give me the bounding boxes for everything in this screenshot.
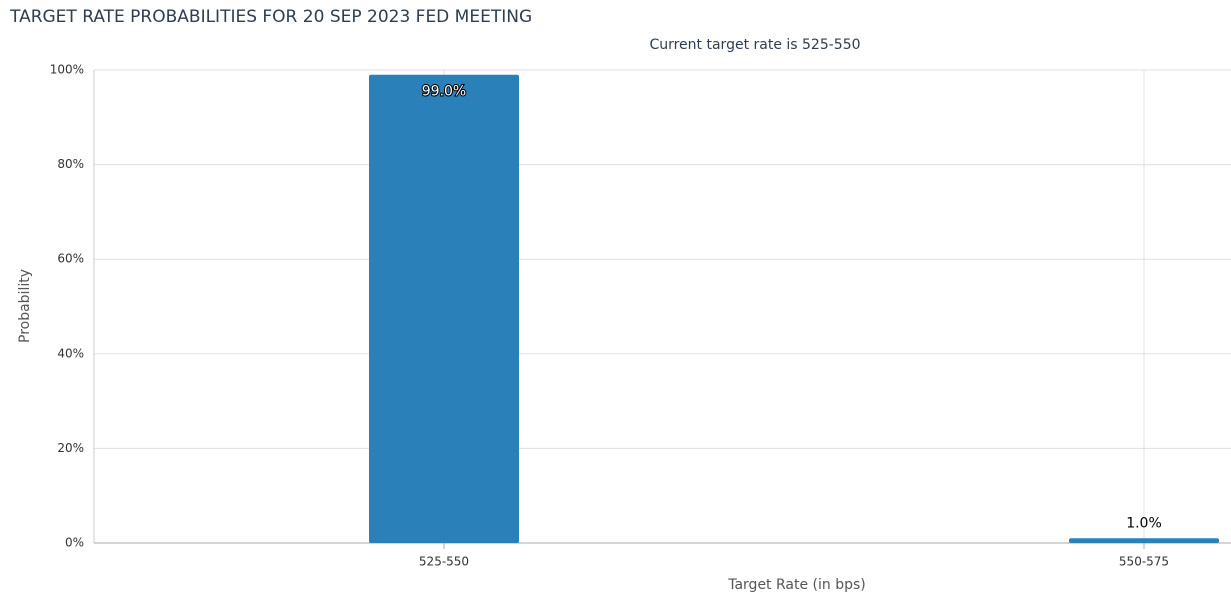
chart-title: TARGET RATE PROBABILITIES FOR 20 SEP 202… (9, 7, 532, 27)
y-axis-label: Probability (17, 269, 33, 343)
y-tick-label: 20% (57, 441, 84, 455)
y-tick-label: 100% (50, 63, 84, 77)
bar (1069, 538, 1219, 543)
y-tick-label: 40% (57, 346, 84, 360)
x-axis-label: Target Rate (in bps) (727, 577, 866, 593)
chart-subtitle: Current target rate is 525-550 (649, 37, 860, 53)
x-tick-label: 550-575 (1119, 555, 1169, 569)
y-tick-label: 80% (57, 157, 84, 171)
x-tick-label: 525-550 (419, 555, 469, 569)
bar (369, 74, 519, 543)
value-label: 1.0% (1126, 515, 1162, 531)
value-label: 99.0% (422, 84, 466, 100)
y-tick-label: 60% (57, 252, 84, 266)
y-tick-label: 0% (65, 536, 84, 550)
